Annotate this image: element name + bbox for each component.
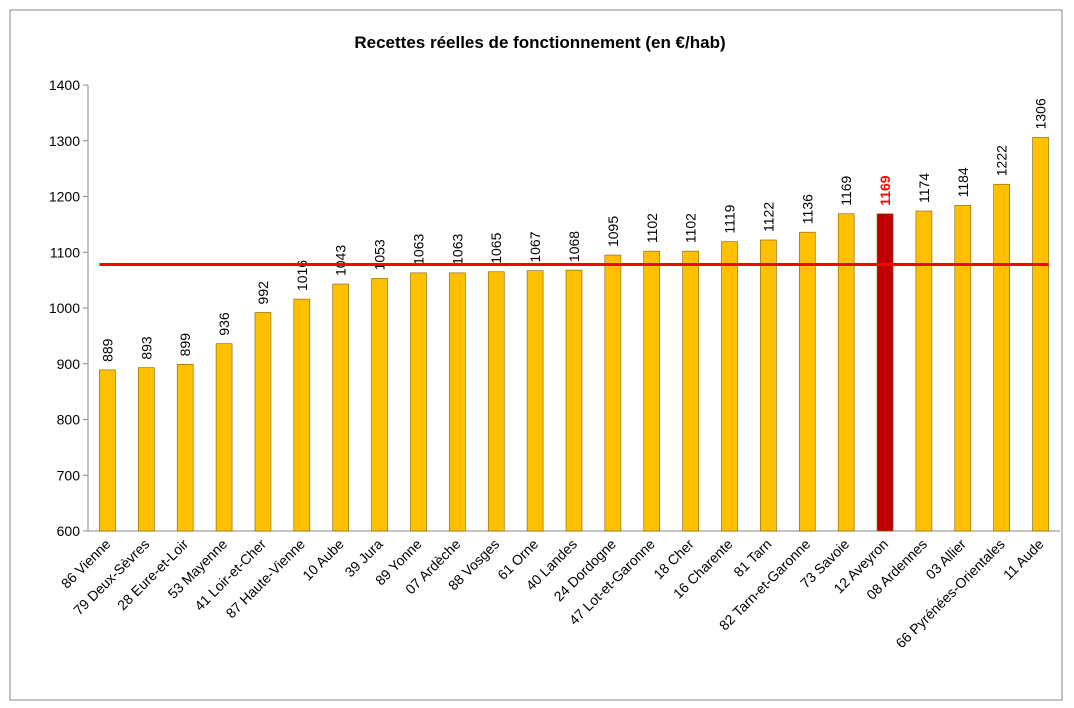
y-tick-label: 1200 (49, 189, 80, 205)
bar (837, 213, 855, 532)
bar (215, 343, 233, 532)
bar (371, 278, 388, 532)
y-tick-label: 900 (57, 356, 81, 372)
value-label: 1043 (333, 245, 349, 276)
bar (604, 254, 622, 532)
chart-title: Recettes réelles de fonctionnement (en €… (354, 33, 725, 52)
y-tick-label: 700 (57, 467, 81, 483)
value-label: 1063 (449, 234, 465, 265)
value-label: 1169 (877, 175, 893, 206)
value-label: 1222 (994, 145, 1010, 176)
bar (138, 367, 155, 532)
bar (254, 312, 272, 532)
bar (565, 269, 583, 532)
value-label: 899 (177, 333, 193, 357)
bar (915, 210, 933, 532)
value-label: 1122 (760, 202, 776, 232)
value-label: 1102 (683, 213, 699, 243)
bar (798, 231, 816, 532)
value-label: 936 (216, 312, 232, 336)
value-label: 1306 (1033, 98, 1049, 129)
y-tick-label: 1100 (50, 244, 80, 260)
value-label: 1053 (372, 239, 388, 270)
bar (410, 272, 427, 532)
bar (526, 270, 544, 532)
value-label: 893 (138, 336, 154, 360)
value-label: 1068 (566, 231, 582, 262)
bar (293, 298, 311, 532)
value-label: 889 (99, 338, 115, 362)
bar (487, 271, 505, 532)
bar (993, 183, 1010, 532)
value-label: 1063 (410, 234, 426, 265)
y-tick-label: 1300 (49, 133, 80, 149)
bar (1032, 137, 1049, 532)
value-label: 1119 (722, 204, 738, 233)
bar (99, 369, 116, 532)
value-label: 1016 (294, 260, 310, 291)
bar (760, 239, 777, 532)
value-label: 992 (255, 281, 271, 305)
value-label: 1065 (488, 232, 504, 263)
value-label: 1184 (955, 167, 971, 197)
value-label: 1095 (605, 216, 621, 247)
value-label: 1067 (527, 231, 543, 262)
y-tick-label: 1000 (49, 300, 80, 316)
bar (643, 250, 661, 532)
value-label: 1174 (916, 173, 932, 203)
y-tick-label: 1400 (49, 77, 80, 93)
bar (876, 213, 894, 532)
bar (176, 364, 194, 532)
bar (449, 272, 466, 532)
bar (721, 241, 738, 532)
y-tick-label: 600 (57, 523, 81, 539)
value-label: 1136 (799, 194, 815, 224)
bar (332, 283, 350, 532)
y-tick-label: 800 (57, 412, 81, 428)
value-label: 1169 (838, 175, 854, 205)
bar (682, 250, 699, 532)
value-label: 1102 (644, 213, 660, 243)
bar (954, 205, 972, 532)
